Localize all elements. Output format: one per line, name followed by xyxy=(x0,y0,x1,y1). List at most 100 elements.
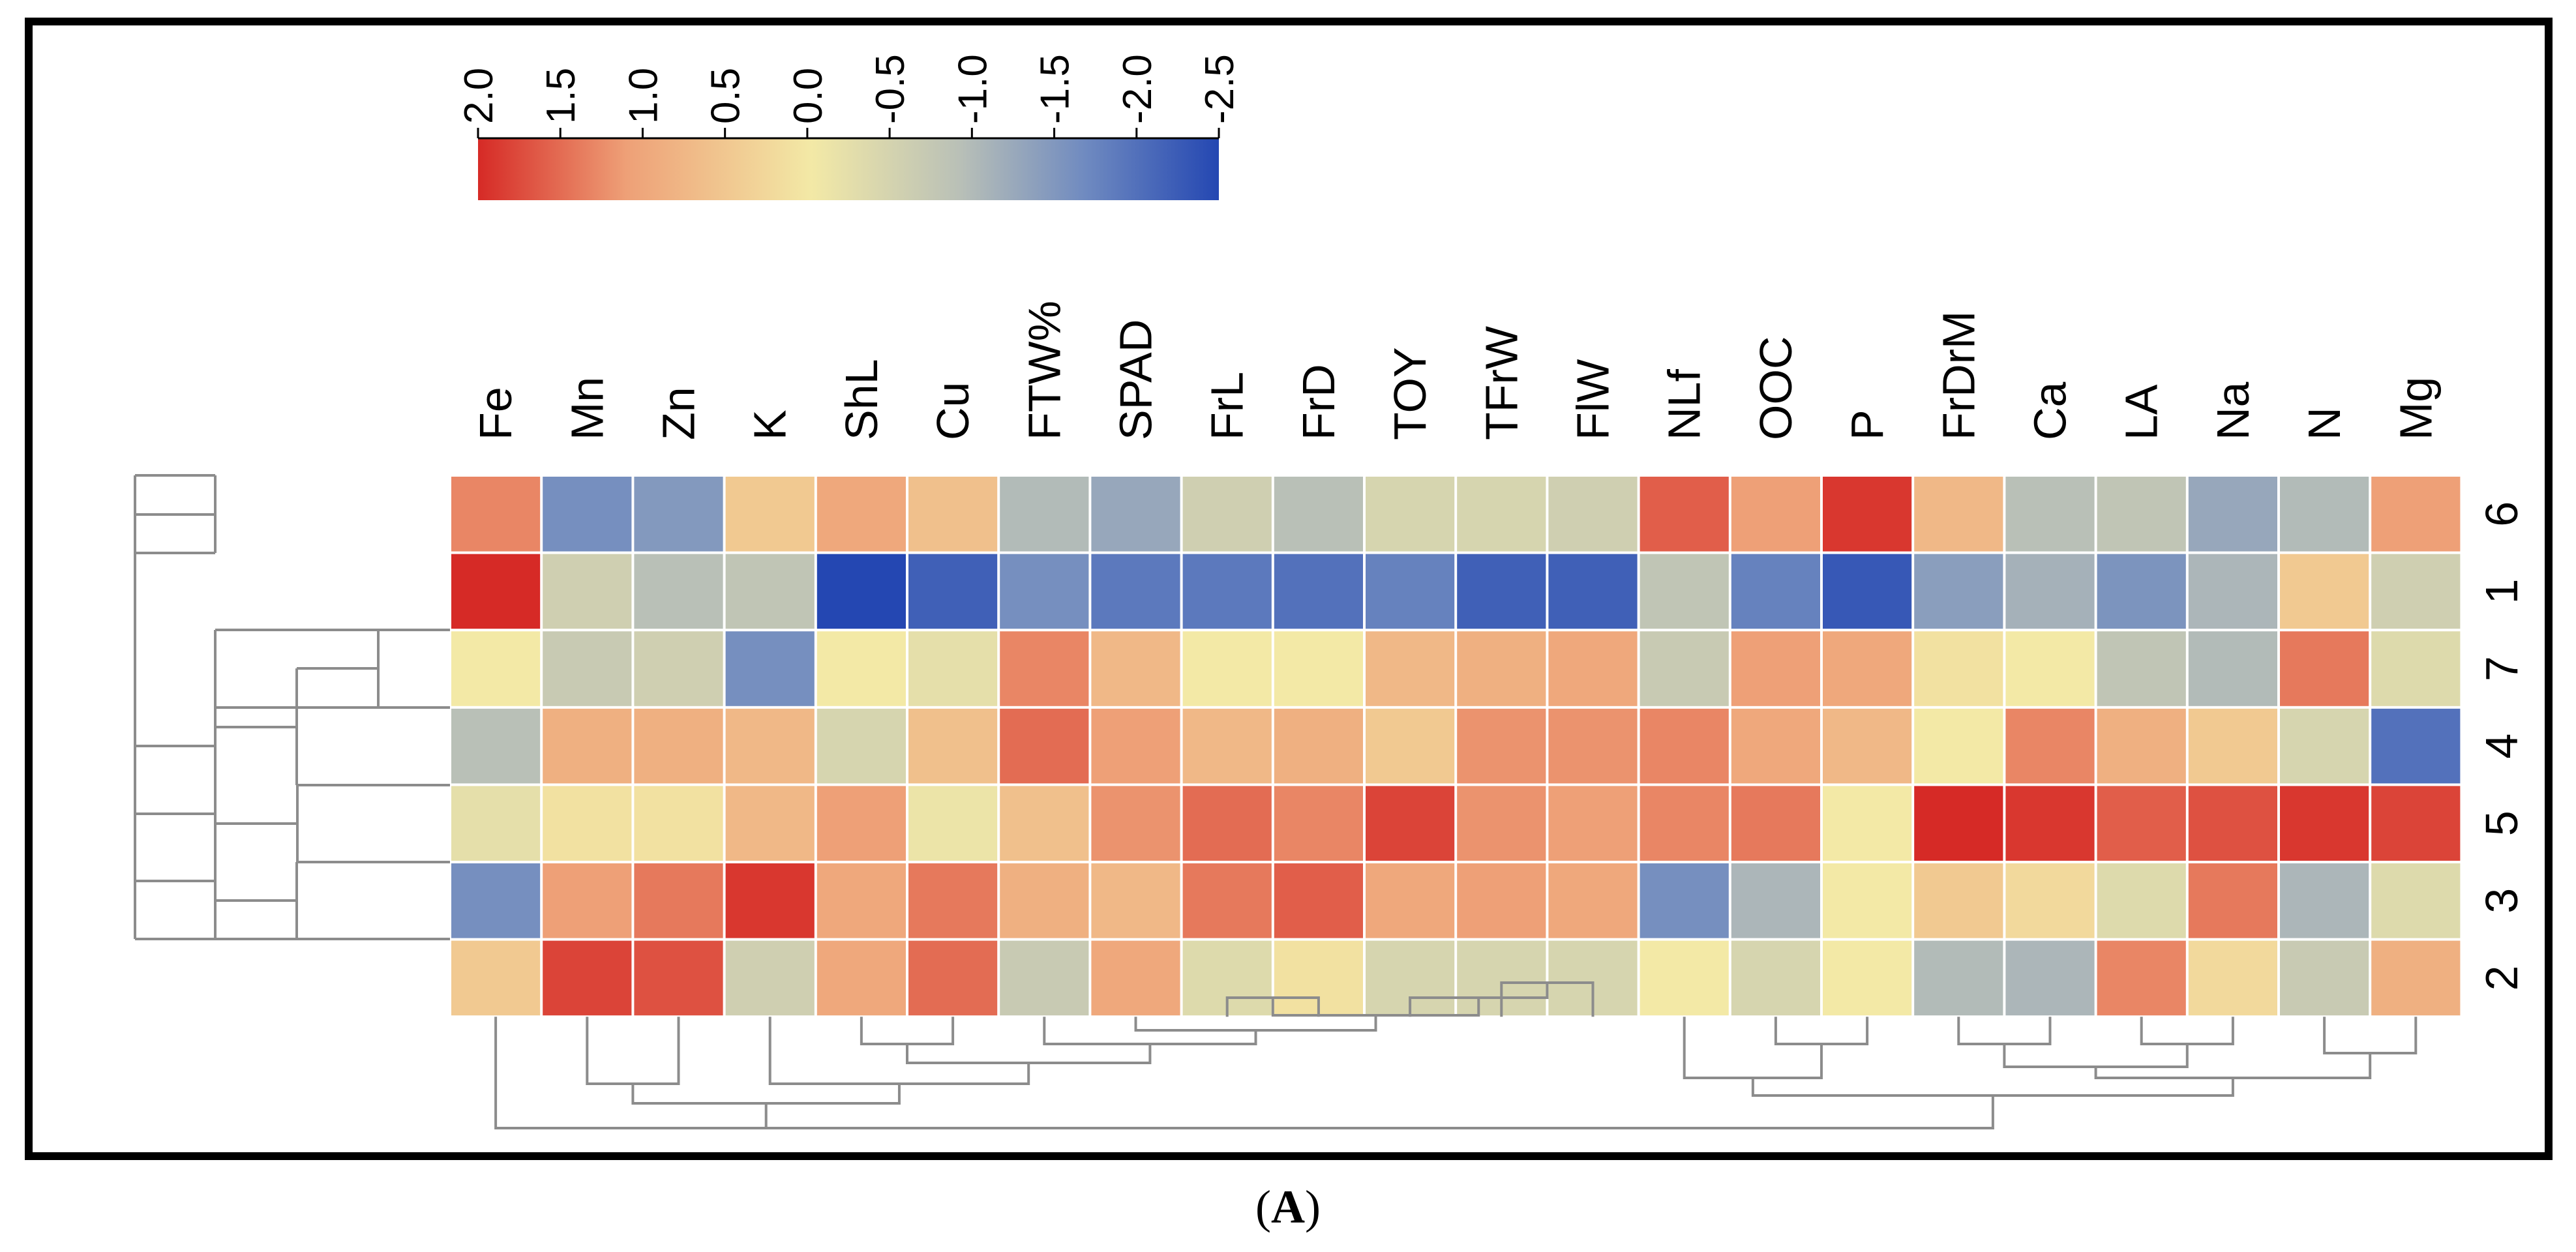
heatmap-cell-3-Na xyxy=(2188,863,2277,938)
heatmap-cell-1-LA xyxy=(2097,554,2186,629)
row-label-7: 7 xyxy=(2476,656,2527,681)
heatmap-cell-7-FrL xyxy=(1182,631,1272,706)
heatmap-cell-3-FrD xyxy=(1274,863,1363,938)
heatmap-cell-5-FrL xyxy=(1182,786,1272,861)
row-label-3: 3 xyxy=(2476,888,2527,914)
heatmap-cell-4-Mg xyxy=(2371,708,2461,784)
heatmap-cell-7-FlW xyxy=(1548,631,1638,706)
heatmap-cell-2-Fe xyxy=(451,940,541,1016)
heatmap-cell-1-OOC xyxy=(1731,554,1820,629)
heatmap-cell-1-Mg xyxy=(2371,554,2461,629)
column-dendrogram-branch xyxy=(586,1017,680,1085)
heatmap-cell-1-NLf xyxy=(1640,554,1729,629)
heatmap-cell-5-Mg xyxy=(2371,786,2461,861)
column-dendrogram-branch xyxy=(1774,1017,1869,1045)
heatmap-cell-2-NLf xyxy=(1640,940,1729,1016)
heatmap-cell-5-Mn xyxy=(543,786,632,861)
column-dendrogram-branch xyxy=(1683,1017,1823,1079)
heatmap-cell-6-FrDrM xyxy=(1914,477,2003,552)
heatmap-cell-2-ShL xyxy=(816,940,906,1016)
column-label-K: K xyxy=(745,410,796,440)
color-scale-tick-label: -0.5 xyxy=(868,54,913,124)
heatmap-cell-5-TOY xyxy=(1366,786,1455,861)
heatmap-cell-4-Ca xyxy=(2005,708,2095,784)
heatmap-cell-1-FrD xyxy=(1274,554,1363,629)
heatmap-cell-5-FrD xyxy=(1274,786,1363,861)
heatmap-cells xyxy=(451,477,2461,1016)
heatmap-cell-7-FTW% xyxy=(1000,631,1089,706)
heatmap-cell-2-Na xyxy=(2188,940,2277,1016)
figure-caption: (A) xyxy=(1255,1181,1321,1233)
column-dendrogram-branch xyxy=(631,1084,901,1105)
heatmap-cell-1-SPAD xyxy=(1091,554,1180,629)
heatmap-cell-4-NLf xyxy=(1640,708,1729,784)
heatmap-cell-3-FrL xyxy=(1182,863,1272,938)
heatmap-cell-6-Ca xyxy=(2005,477,2095,552)
heatmap-cell-6-K xyxy=(725,477,815,552)
heatmap-cell-3-FrDrM xyxy=(1914,863,2003,938)
heatmap-cell-3-LA xyxy=(2097,863,2186,938)
heatmap-cell-5-FlW xyxy=(1548,786,1638,861)
heatmap-cell-4-Na xyxy=(2188,708,2277,784)
heatmap-cell-4-TFrW xyxy=(1457,708,1546,784)
row-label-4: 4 xyxy=(2476,734,2527,759)
column-label-OOC: OOC xyxy=(1750,336,1801,440)
heatmap-cell-3-Zn xyxy=(634,863,723,938)
heatmap-cell-5-Ca xyxy=(2005,786,2095,861)
color-scale-tick-label: -2.5 xyxy=(1197,54,1242,124)
heatmap-cell-1-Mn xyxy=(543,554,632,629)
heatmap-cell-5-FrDrM xyxy=(1914,786,2003,861)
heatmap-cell-1-Fe xyxy=(451,554,541,629)
column-dendrogram-branch xyxy=(631,1096,1994,1129)
column-dendrogram-branch xyxy=(1751,1078,2234,1097)
heatmap-cell-7-Ca xyxy=(2005,631,2095,706)
color-scale-tick-label: -1.5 xyxy=(1033,54,1078,124)
heatmap-cell-6-Zn xyxy=(634,477,723,552)
color-scale-bar xyxy=(478,138,1219,200)
heatmap-cell-5-SPAD xyxy=(1091,786,1180,861)
heatmap-cell-5-P xyxy=(1823,786,1912,861)
row-label-6: 6 xyxy=(2476,501,2527,527)
column-dendrogram-branch xyxy=(906,1044,1152,1064)
heatmap-cell-7-OOC xyxy=(1731,631,1820,706)
heatmap-cell-1-N xyxy=(2280,554,2369,629)
heatmap-cell-3-SPAD xyxy=(1091,863,1180,938)
column-label-ShL: ShL xyxy=(836,359,887,440)
column-label-Na: Na xyxy=(2208,381,2258,440)
column-dendrogram-branch xyxy=(2140,1017,2234,1045)
heatmap-cell-7-TOY xyxy=(1366,631,1455,706)
heatmap-cell-7-N xyxy=(2280,631,2369,706)
heatmap-cell-1-Cu xyxy=(908,554,998,629)
heatmap-cell-3-Mn xyxy=(543,863,632,938)
color-scale-ticks: 2.0 1.5 1.0 0.5 0.0 -0.5 -1.0 -1.5 -2.0 -2.5 xyxy=(457,54,1242,138)
heatmap-cell-7-TFrW xyxy=(1457,631,1546,706)
heatmap-cell-7-Fe xyxy=(451,631,541,706)
heatmap-cell-7-LA xyxy=(2097,631,2186,706)
heatmap-cell-3-N xyxy=(2280,863,2369,938)
heatmap-cell-1-ShL xyxy=(816,554,906,629)
heatmap-cell-2-Mg xyxy=(2371,940,2461,1016)
heatmap-cell-7-Zn xyxy=(634,631,723,706)
heatmap-cell-6-P xyxy=(1823,477,1912,552)
column-label-Cu: Cu xyxy=(927,382,978,440)
column-dendrogram-branch xyxy=(768,1017,1030,1085)
column-label-N: N xyxy=(2299,407,2350,440)
heatmap-cell-7-ShL xyxy=(816,631,906,706)
heatmap-cell-1-Na xyxy=(2188,554,2277,629)
column-label-TOY: TOY xyxy=(1385,347,1435,440)
heatmap-cell-6-Na xyxy=(2188,477,2277,552)
heatmap-cell-5-LA xyxy=(2097,786,2186,861)
color-scale-legend: 2.0 1.5 1.0 0.5 0.0 -0.5 -1.0 -1.5 -2.0 -2.5 xyxy=(457,54,1242,200)
heatmap-cell-1-Ca xyxy=(2005,554,2095,629)
heatmap-cell-6-N xyxy=(2280,477,2369,552)
heatmap-cell-4-LA xyxy=(2097,708,2186,784)
heatmap-cell-7-P xyxy=(1823,631,1912,706)
column-label-FTW%: FTW% xyxy=(1019,301,1070,440)
heatmap-cell-4-K xyxy=(725,708,815,784)
heatmap-cell-2-SPAD xyxy=(1091,940,1180,1016)
column-label-Ca: Ca xyxy=(2025,381,2076,440)
heatmap-cell-6-TFrW xyxy=(1457,477,1546,552)
column-label-LA: LA xyxy=(2116,384,2167,440)
heatmap-cell-6-ShL xyxy=(816,477,906,552)
